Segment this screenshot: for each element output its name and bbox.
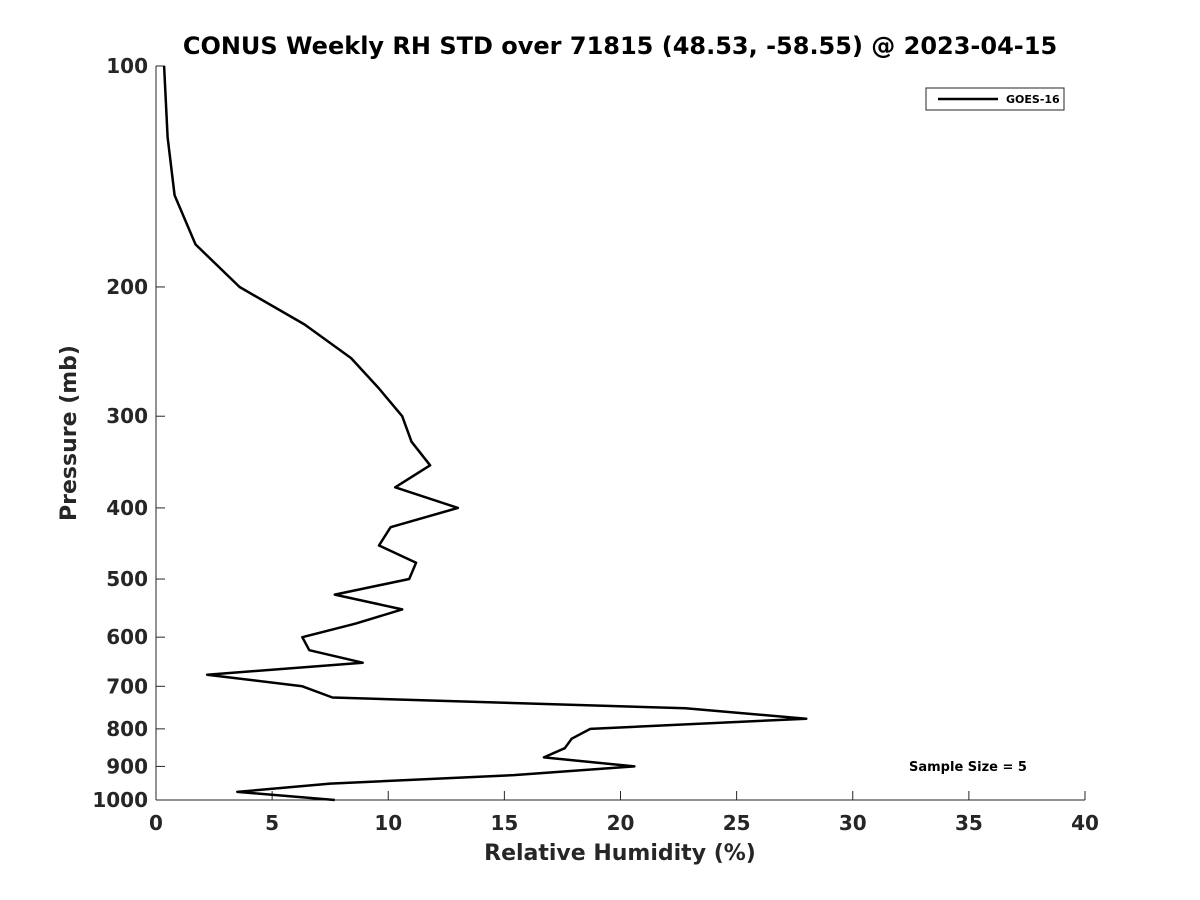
legend-label-goes-16: GOES-16 <box>1006 93 1060 106</box>
x-tick-label: 20 <box>607 811 635 835</box>
y-tick-label: 800 <box>106 717 148 741</box>
x-tick-label: 25 <box>723 811 751 835</box>
x-tick-label: 35 <box>955 811 983 835</box>
x-ticks: 0 5 10 15 20 25 30 35 40 <box>149 791 1099 835</box>
plot-axes <box>155 66 1085 801</box>
y-ticks: 100 200 300 400 500 600 700 800 900 1000 <box>92 54 165 812</box>
y-tick-label: 1000 <box>92 788 148 812</box>
x-tick-label: 5 <box>265 811 279 835</box>
x-tick-label: 30 <box>839 811 867 835</box>
chart-title: CONUS Weekly RH STD over 71815 (48.53, -… <box>183 32 1057 60</box>
y-tick-label: 900 <box>106 754 148 778</box>
legend: GOES-16 <box>925 87 1065 111</box>
y-tick-label: 600 <box>106 625 148 649</box>
y-tick-label: 500 <box>106 567 148 591</box>
x-tick-label: 40 <box>1071 811 1099 835</box>
series-layer <box>162 65 808 802</box>
y-axis-label: Pressure (mb) <box>57 345 82 521</box>
y-tick-label: 400 <box>106 496 148 520</box>
series-line-goes-16 <box>162 65 808 802</box>
x-axis-label: Relative Humidity (%) <box>484 841 756 866</box>
y-tick-label: 100 <box>106 54 148 78</box>
x-tick-label: 10 <box>374 811 402 835</box>
y-tick-label: 200 <box>106 275 148 299</box>
x-tick-label: 15 <box>490 811 518 835</box>
y-tick-label: 300 <box>106 404 148 428</box>
sample-size-annotation: Sample Size = 5 <box>909 760 1027 775</box>
x-tick-label: 0 <box>149 811 163 835</box>
y-tick-label: 700 <box>106 674 148 698</box>
